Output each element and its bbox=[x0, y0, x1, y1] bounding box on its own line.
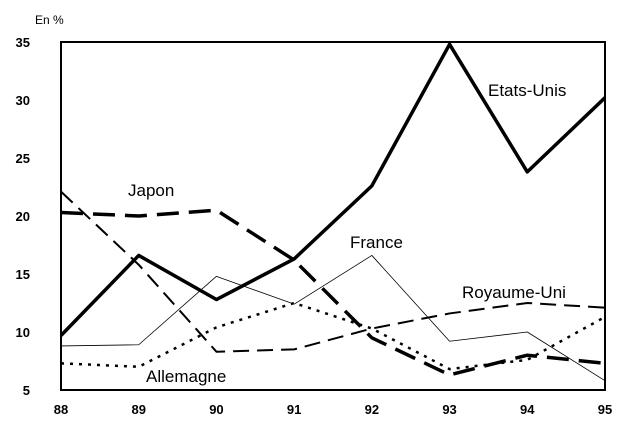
series-line-etats-unis bbox=[59, 42, 607, 337]
x-axis-ticks: 88 89 90 91 92 93 94 95 bbox=[54, 402, 612, 417]
series-label-japon: Japon bbox=[128, 181, 174, 200]
y-axis-ticks: 5 10 15 20 25 30 35 bbox=[16, 35, 30, 398]
x-tick-label: 89 bbox=[131, 402, 145, 417]
x-tick-label: 94 bbox=[520, 402, 535, 417]
series-lines bbox=[59, 42, 607, 382]
series-line-allemagne bbox=[60, 301, 606, 371]
y-tick-label: 5 bbox=[23, 383, 30, 398]
series-label-etats-unis: Etats-Unis bbox=[488, 81, 566, 100]
plot-frame bbox=[60, 41, 606, 391]
y-tick-label: 20 bbox=[16, 209, 30, 224]
series-labels: Etats-Unis Japon France Royaume-Uni Allemagn… bbox=[128, 81, 566, 386]
series-line-japon bbox=[60, 208, 606, 377]
unit-label: En % bbox=[35, 13, 64, 27]
y-tick-label: 10 bbox=[16, 325, 30, 340]
y-tick-label: 30 bbox=[16, 93, 30, 108]
y-tick-label: 25 bbox=[16, 151, 30, 166]
x-tick-label: 93 bbox=[442, 402, 456, 417]
series-line-france bbox=[60, 255, 606, 382]
series-label-royaume-uni: Royaume-Uni bbox=[462, 283, 566, 302]
x-tick-label: 90 bbox=[209, 402, 223, 417]
x-tick-label: 92 bbox=[365, 402, 379, 417]
x-tick-label: 95 bbox=[598, 402, 612, 417]
x-tick-label: 91 bbox=[287, 402, 301, 417]
series-label-france: France bbox=[350, 233, 403, 252]
series-label-allemagne: Allemagne bbox=[146, 367, 226, 386]
y-tick-label: 15 bbox=[16, 267, 30, 282]
y-tick-label: 35 bbox=[16, 35, 30, 50]
x-tick-label: 88 bbox=[54, 402, 68, 417]
series-line-royaume-uni bbox=[60, 190, 606, 353]
